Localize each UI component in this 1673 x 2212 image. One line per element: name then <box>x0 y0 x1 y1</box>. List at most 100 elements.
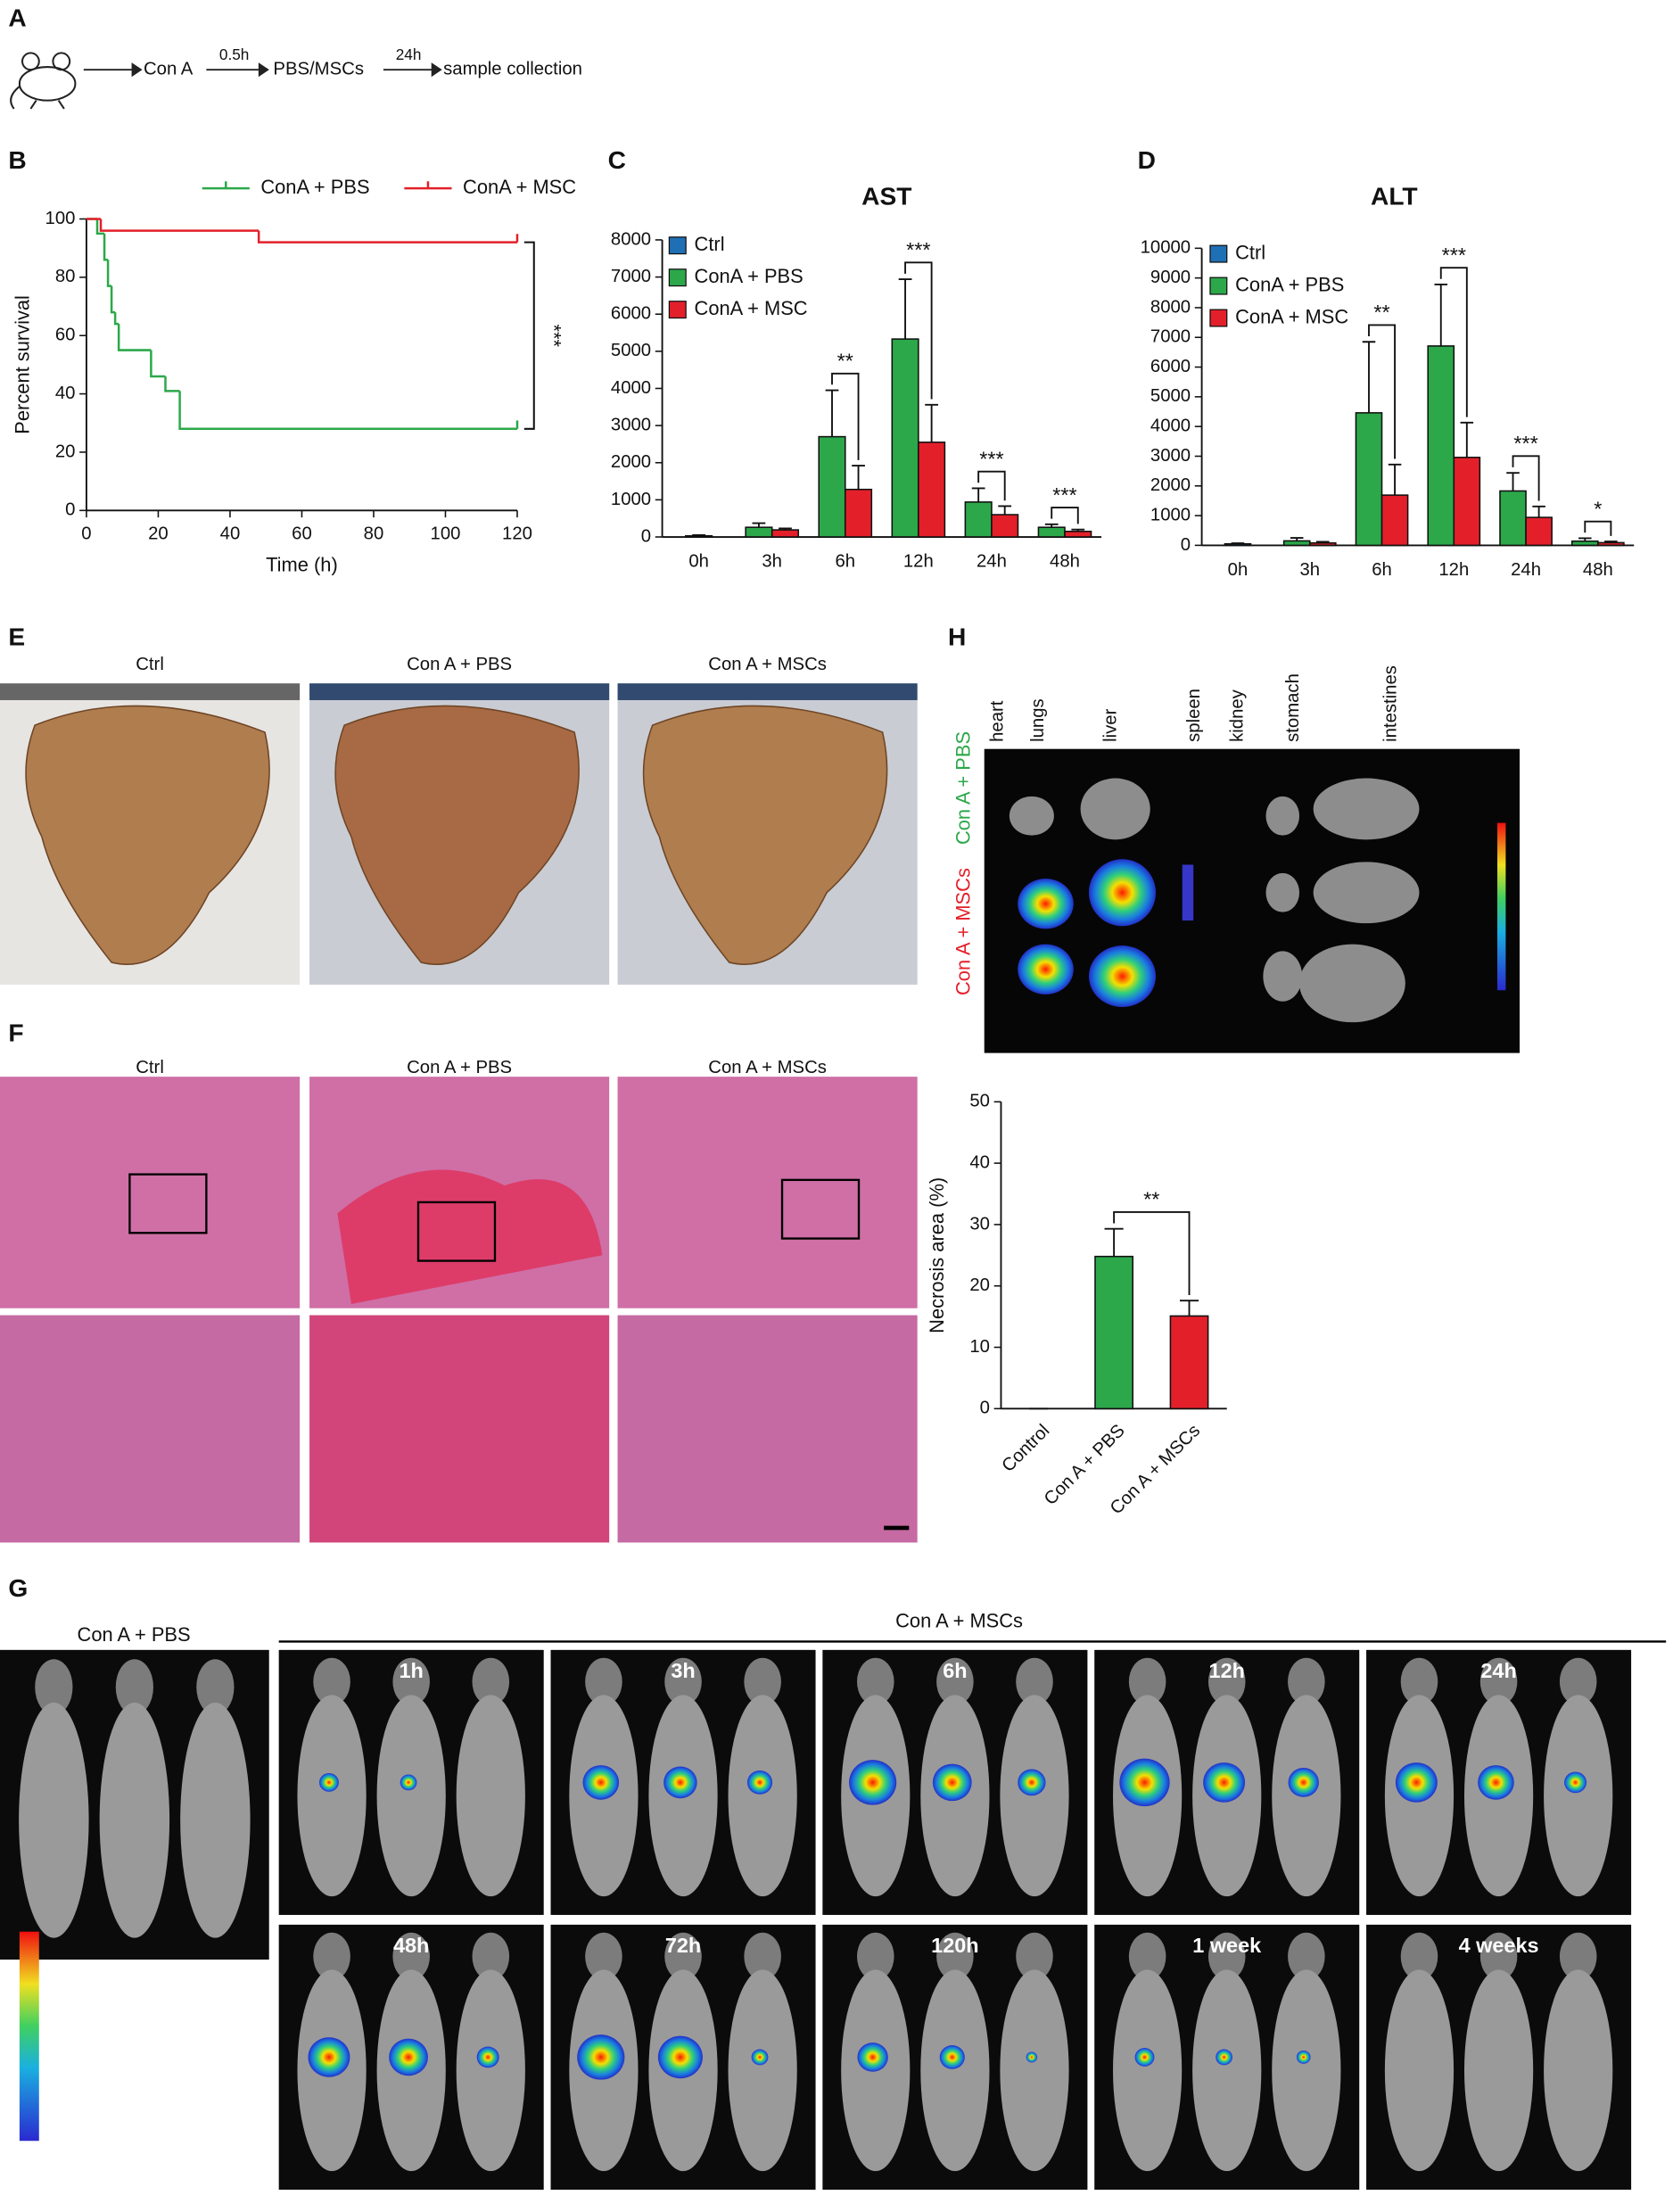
error-bar <box>1388 463 1402 496</box>
bar <box>918 442 946 538</box>
histology-high <box>617 1315 918 1543</box>
y-tick-label: 7000 <box>611 267 651 286</box>
mouse-head <box>744 1932 781 1981</box>
signal <box>319 1772 339 1792</box>
survival-step <box>113 312 120 326</box>
signal <box>932 1763 972 1802</box>
legend-label: Ctrl <box>1235 241 1265 263</box>
x-tick-label: 20 <box>148 524 169 543</box>
mouse-head <box>856 1657 894 1706</box>
zoom-box <box>416 1201 497 1262</box>
legend-swatch <box>1209 309 1228 327</box>
significance-bracket <box>831 372 860 460</box>
row-label: Con A + PBS <box>952 731 975 845</box>
time-label: 12h <box>1209 1659 1245 1682</box>
mouse-head <box>313 1932 350 1981</box>
organ <box>1263 951 1303 1002</box>
significance-label: *** <box>1513 432 1537 455</box>
mouse-body <box>728 1969 797 2172</box>
mouse-head <box>744 1657 781 1706</box>
time-label: 72h <box>665 1934 701 1957</box>
signal <box>476 2046 499 2068</box>
error-bar <box>898 278 912 340</box>
legend-label: ConA + MSC <box>1235 305 1348 327</box>
panel-label: E <box>8 623 25 651</box>
bar <box>991 514 1019 538</box>
signal <box>1134 2048 1155 2067</box>
organ-label: lungs <box>1028 698 1048 742</box>
survival-step <box>99 219 260 232</box>
mouse-body <box>920 1969 990 2172</box>
zoom-box <box>780 1178 861 1240</box>
x-tick-label: 6h <box>1372 560 1392 580</box>
y-tick-label: 30 <box>969 1214 990 1234</box>
significance-bracket <box>523 241 535 430</box>
photo-title: Con A + MSCs <box>708 655 827 674</box>
time-label: 6h <box>943 1659 967 1682</box>
bar <box>1525 516 1553 547</box>
time-label: 1 week <box>1192 1934 1262 1957</box>
histology-high <box>0 1315 301 1543</box>
ruler <box>0 683 301 700</box>
significance-label: *** <box>542 324 565 347</box>
significance-bracket <box>1439 267 1468 417</box>
bar <box>1453 457 1481 547</box>
survival-step <box>178 391 517 431</box>
mouse-head <box>1128 1657 1166 1706</box>
organ <box>1265 796 1300 836</box>
signal <box>1216 2049 1232 2066</box>
panel-label: A <box>8 4 26 31</box>
mouse-head <box>664 1657 702 1706</box>
legend-swatch <box>668 236 687 255</box>
arrow-label: 24h <box>396 45 422 63</box>
survival-step <box>110 285 116 314</box>
significance-bracket <box>904 261 933 400</box>
group-label: Con A + PBS <box>78 1623 191 1646</box>
significance-label: ** <box>1373 301 1389 324</box>
y-tick-label: 8000 <box>611 229 651 249</box>
significance-label: * <box>1594 497 1602 520</box>
y-tick-label: 10000 <box>1141 238 1191 258</box>
step: Con A <box>144 60 194 79</box>
organ-label: spleen <box>1184 689 1204 742</box>
organ-label: kidney <box>1228 689 1248 742</box>
y-tick-label: 0 <box>1181 535 1191 555</box>
row-label: Con A + MSCs <box>952 868 975 995</box>
signal <box>849 1760 897 1805</box>
significance-bracket <box>1051 507 1079 524</box>
mouse-head <box>115 1659 153 1715</box>
necrosis <box>337 1169 603 1305</box>
y-tick-label: 6000 <box>611 304 651 324</box>
y-tick-label: 2000 <box>611 452 651 472</box>
y-axis-label: Percent survival <box>11 295 33 434</box>
legend-swatch <box>1209 244 1228 263</box>
panel-label: D <box>1138 146 1156 174</box>
x-tick-label: 0h <box>1228 560 1249 580</box>
mouse-head <box>1559 1932 1597 1981</box>
mouse-body <box>1000 1969 1069 2172</box>
signal <box>939 2045 965 2069</box>
y-axis-label: Necrosis area (%) <box>926 1177 948 1333</box>
legend-swatch <box>668 301 687 319</box>
x-tick-label: 12h <box>903 552 934 572</box>
x-tick-label: 60 <box>292 524 312 543</box>
signal <box>577 2035 625 2080</box>
legend-label: ConA + PBS <box>1235 273 1344 295</box>
error-bar <box>1578 537 1592 541</box>
error-bar <box>779 527 792 531</box>
error-bar <box>1179 1300 1199 1316</box>
y-tick-label: 50 <box>969 1092 990 1111</box>
signal <box>746 1770 773 1795</box>
signal <box>1018 944 1074 995</box>
x-tick-label: 40 <box>220 524 241 543</box>
signal <box>657 2035 703 2079</box>
bar <box>685 534 713 538</box>
x-tick-label: 24h <box>977 552 1007 572</box>
error-bar <box>852 465 865 490</box>
y-tick-label: 3000 <box>611 415 651 434</box>
organ <box>1009 796 1054 836</box>
mouse-head <box>1207 1932 1246 1981</box>
legend-swatch <box>668 268 687 287</box>
error-bar <box>1604 541 1618 543</box>
